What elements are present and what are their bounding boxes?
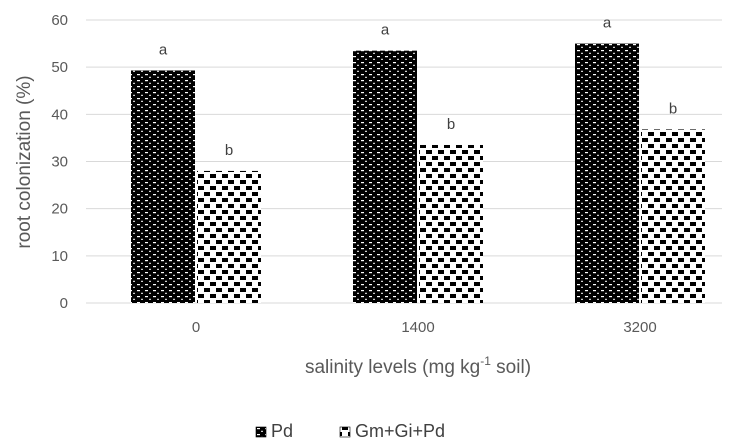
y-tick-label: 40: [51, 106, 68, 123]
bar-gm-gi-pd-3200: [641, 129, 705, 303]
x-tick-label: 0: [192, 319, 200, 336]
data-label: a: [603, 15, 612, 32]
x-tick-label: 1400: [401, 319, 434, 336]
y-tick-label: 30: [51, 154, 68, 171]
x-tick-labels: 0 1400 3200: [192, 319, 657, 336]
y-axis-title: root colonization (%): [14, 75, 35, 248]
data-label: a: [159, 41, 168, 58]
y-tick-label: 50: [51, 59, 68, 76]
legend: Pd Gm+Gi+Pd: [255, 421, 445, 441]
x-tick-label: 3200: [623, 319, 656, 336]
y-tick-labels: 0 10 20 30 40 50 60: [51, 12, 68, 312]
legend-label-pd: Pd: [271, 421, 293, 441]
data-label: b: [225, 142, 233, 159]
bar-gm-gi-pd-0: [197, 170, 261, 303]
y-tick-label: 0: [60, 295, 68, 312]
bars: [131, 43, 705, 304]
data-label: b: [669, 100, 677, 117]
data-label: b: [447, 116, 455, 133]
x-axis-title-main: salinity levels (mg kg: [305, 357, 480, 378]
bar-pd-1400: [353, 50, 417, 304]
legend-swatch-gm-gi-pd: [339, 426, 351, 438]
data-label: a: [381, 22, 390, 39]
y-tick-label: 60: [51, 12, 68, 29]
x-axis-title-superscript: -1: [480, 354, 491, 368]
data-labels: a b a b a b: [159, 15, 677, 159]
bar-gm-gi-pd-1400: [419, 144, 483, 303]
y-tick-label: 10: [51, 248, 68, 265]
x-axis-title: salinity levels (mg kg-1 soil): [305, 354, 531, 378]
bar-pd-0: [131, 70, 195, 304]
bar-pd-3200: [575, 43, 639, 303]
legend-label-gm-gi-pd: Gm+Gi+Pd: [355, 421, 445, 441]
x-axis-title-suffix: soil): [491, 357, 531, 378]
legend-swatch-pd: [255, 426, 267, 438]
y-tick-label: 20: [51, 201, 68, 218]
